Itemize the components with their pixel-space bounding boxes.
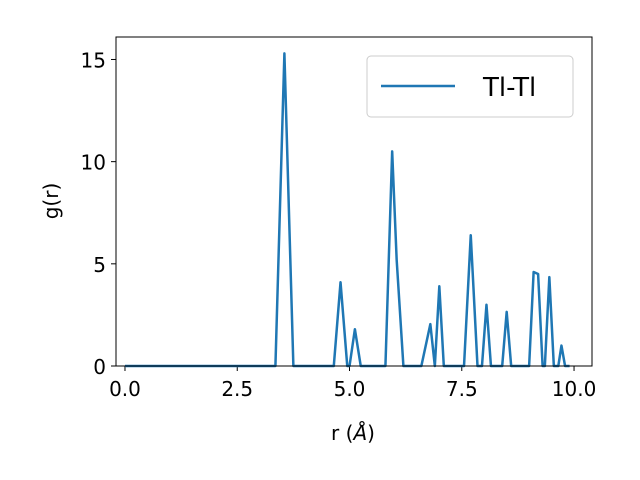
- x-tick-label: 7.5: [446, 377, 478, 401]
- y-tick-label: 5: [93, 253, 106, 277]
- legend-label: Tl-Tl: [482, 73, 536, 103]
- x-tick-label: 5.0: [334, 377, 366, 401]
- legend: Tl-Tl: [366, 55, 574, 118]
- y-axis-label: g(r): [39, 183, 63, 220]
- y-tick-labels: 0 5 10 15: [81, 48, 106, 379]
- x-tick-label: 10.0: [552, 377, 597, 401]
- plot-frame: [115, 36, 593, 367]
- y-tick-label: 0: [93, 355, 106, 379]
- x-tick-label: 0.0: [109, 377, 141, 401]
- legend-box: [366, 55, 574, 118]
- x-tick-label: 2.5: [221, 377, 253, 401]
- x-axis-label: r (Å): [331, 421, 375, 445]
- x-tick-labels: 0.0 2.5 5.0 7.5 10.0: [109, 377, 596, 401]
- y-tick-label: 15: [81, 48, 106, 72]
- y-tick-label: 10: [81, 151, 106, 175]
